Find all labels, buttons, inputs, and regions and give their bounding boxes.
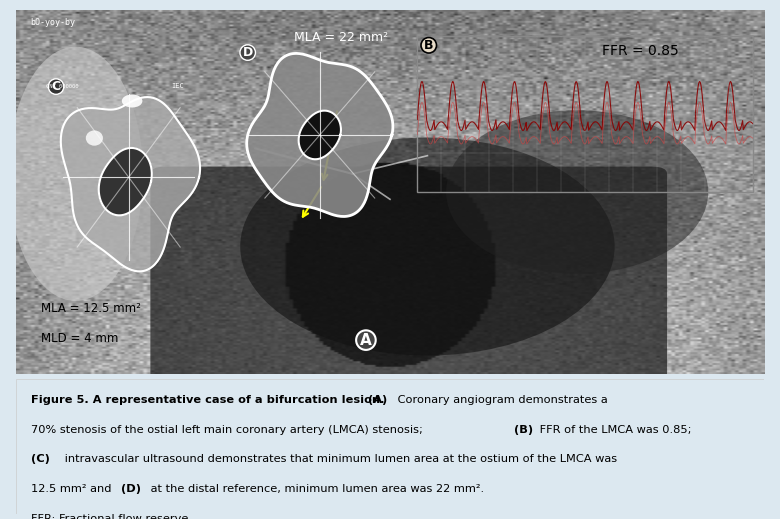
Ellipse shape — [240, 138, 615, 356]
Text: C: C — [51, 80, 61, 93]
Text: A: A — [360, 333, 372, 348]
Text: intravascular ultrasound demonstrates that minimum lumen area at the ostium of t: intravascular ultrasound demonstrates th… — [61, 455, 617, 465]
FancyBboxPatch shape — [151, 167, 667, 381]
Text: MLD = 4 mm: MLD = 4 mm — [41, 332, 118, 345]
Text: FFR = 0.85: FFR = 0.85 — [602, 44, 679, 58]
Text: Figure 5. A representative case of a bifurcation lesion.: Figure 5. A representative case of a bif… — [30, 395, 384, 405]
Text: (C): (C) — [30, 455, 49, 465]
Text: 12.5 mm² and: 12.5 mm² and — [30, 484, 111, 494]
Text: CNT 000000: CNT 000000 — [46, 84, 79, 89]
Text: (D): (D) — [117, 484, 140, 494]
Text: D: D — [243, 46, 253, 59]
Text: (B): (B) — [510, 425, 533, 435]
Ellipse shape — [8, 47, 143, 301]
Text: at the distal reference, minimum lumen area was 22 mm².: at the distal reference, minimum lumen a… — [147, 484, 484, 494]
Polygon shape — [246, 53, 393, 216]
Text: Coronary angiogram demonstrates a: Coronary angiogram demonstrates a — [394, 395, 608, 405]
Ellipse shape — [122, 94, 143, 107]
Polygon shape — [299, 111, 341, 159]
Text: FFR of the LMCA was 0.85;: FFR of the LMCA was 0.85; — [536, 425, 692, 435]
Text: B: B — [424, 39, 434, 52]
Text: 70% stenosis of the ostial left main coronary artery (LMCA) stenosis;: 70% stenosis of the ostial left main cor… — [30, 425, 423, 435]
Text: MLA = 22 mm²: MLA = 22 mm² — [294, 31, 388, 44]
Polygon shape — [61, 97, 200, 271]
Text: FFR: Fractional flow reserve.: FFR: Fractional flow reserve. — [30, 514, 192, 519]
FancyBboxPatch shape — [23, 18, 757, 370]
Text: (A): (A) — [363, 395, 387, 405]
Text: MLA = 12.5 mm²: MLA = 12.5 mm² — [41, 302, 140, 315]
Ellipse shape — [446, 110, 708, 274]
Text: IEC: IEC — [172, 83, 184, 89]
Ellipse shape — [86, 130, 103, 146]
Text: bO-yoy-by: bO-yoy-by — [30, 18, 76, 27]
Polygon shape — [99, 148, 152, 215]
